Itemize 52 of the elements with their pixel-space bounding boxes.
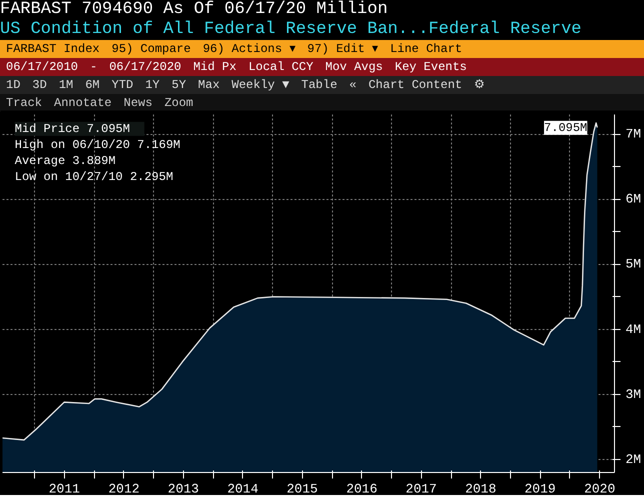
y-tick-label: 5M <box>626 256 642 272</box>
text: Weekly ▼ <box>232 78 290 92</box>
y-tick-label: 2M <box>626 452 642 467</box>
x-tick-label: 2020 <box>584 482 616 496</box>
text: Mov Avgs <box>325 60 383 74</box>
text: 5Y <box>172 78 186 92</box>
text: Annotate <box>54 96 112 110</box>
x-tick-label: 2012 <box>108 482 140 496</box>
y-tick-label: 7M <box>626 126 642 142</box>
text: Key Events <box>394 60 467 74</box>
y-tick-label: 4M <box>626 322 642 337</box>
x-tick-label: 2016 <box>346 482 378 496</box>
text: 3D <box>32 78 47 92</box>
text: 95) Compare <box>112 42 191 56</box>
text: 1Y <box>145 78 160 92</box>
y-tick-label: 3M <box>626 386 642 402</box>
text: Table <box>301 78 338 92</box>
x-tick-label: 2017 <box>406 482 437 496</box>
text: Local CCY <box>248 60 314 74</box>
annotation: Low on 10/27/10 2.295M <box>14 170 174 184</box>
text: Zoom <box>164 96 194 110</box>
text: 1D <box>6 78 20 92</box>
x-tick-label: 2013 <box>168 482 199 496</box>
text: Mid Px <box>193 60 236 74</box>
text: 96) Actions ▾ <box>202 42 296 56</box>
text: 97) Edit ▾ <box>307 42 378 56</box>
text: Track <box>6 96 42 110</box>
text: - <box>90 60 98 74</box>
annotation: Average 3.889M <box>14 154 116 168</box>
text: Max <box>198 78 220 92</box>
x-tick-label: 2019 <box>524 482 556 496</box>
x-tick-label: 2015 <box>286 482 318 496</box>
text: 1M <box>58 78 74 92</box>
annotation: Mid Price 7.095M <box>14 122 130 136</box>
y-tick-label: 6M <box>626 192 642 207</box>
text: 06/17/2010 <box>6 60 78 74</box>
text: FARBAST Index <box>6 42 100 56</box>
chart-title: US Condition of All Federal Reserve Ban...Federal Reserve <box>0 20 582 40</box>
text: ⚙ <box>474 78 486 92</box>
text: YTD <box>112 78 134 92</box>
x-tick-label: 2014 <box>227 482 259 496</box>
text: « <box>349 78 356 92</box>
x-tick-label: 2018 <box>465 482 496 496</box>
text: 06/17/2020 <box>109 60 182 74</box>
text: Line Chart <box>390 42 462 56</box>
annotation: 7.095M <box>544 120 588 135</box>
text: News <box>124 96 152 110</box>
chart-subtitle: FARBAST 7094690 As Of 06/17/20 Million <box>0 0 389 20</box>
x-tick-label: 2011 <box>48 482 80 496</box>
text: 6M <box>85 78 100 92</box>
annotation: High on 06/10/20 7.169M <box>14 138 180 152</box>
text: Chart Content <box>368 78 462 92</box>
